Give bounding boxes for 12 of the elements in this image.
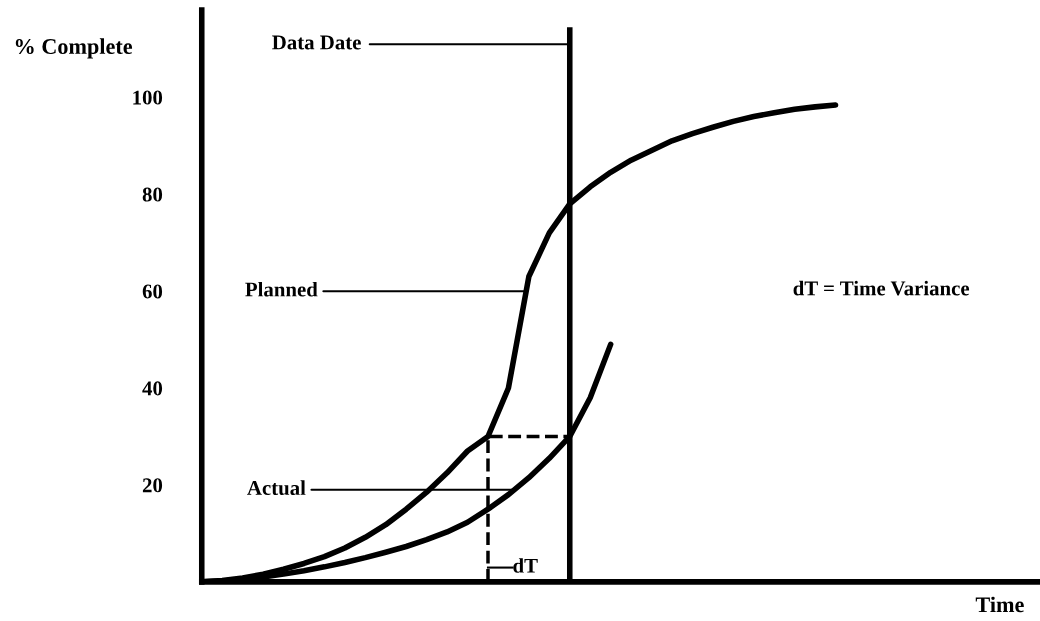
annotation: Actual	[247, 480, 306, 496]
annotation: Data Date	[272, 35, 361, 50]
annotation: Planned	[245, 281, 318, 297]
x-axis-title: Time	[975, 596, 1024, 613]
y-tick-label: 100	[133, 90, 163, 105]
y-tick-label: 40	[142, 381, 163, 396]
y-tick-label: 60	[142, 284, 163, 299]
annotation: dT = Time Variance	[793, 280, 970, 296]
annotation: dT	[513, 558, 538, 573]
y-tick-label: 80	[142, 187, 163, 202]
y-axis-title: % Complete	[15, 38, 133, 59]
y-tick-label: 20	[142, 478, 163, 493]
